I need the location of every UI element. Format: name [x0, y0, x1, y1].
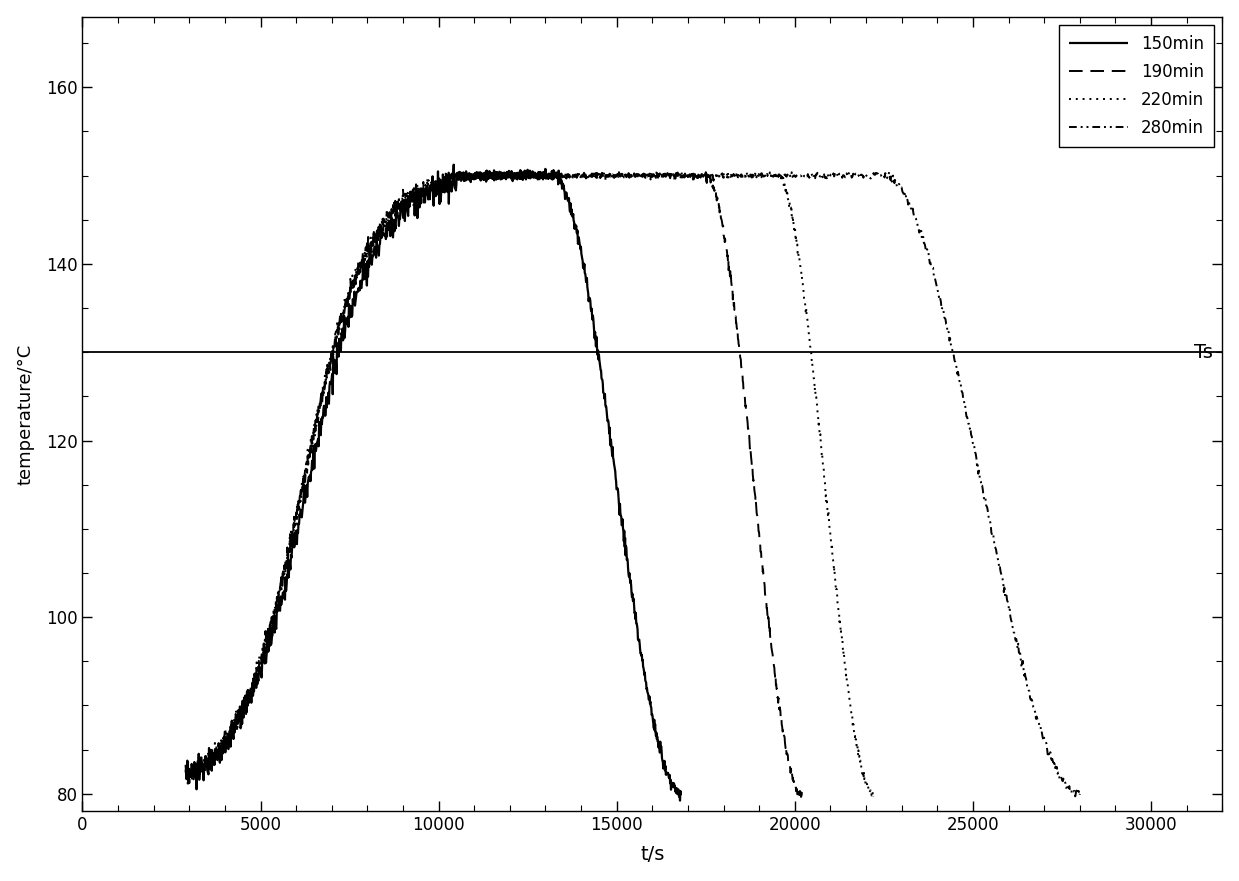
190min: [540, 169, 555, 180]
280min: [430, 181, 445, 192]
280min: [546, 170, 561, 181]
190min: [794, 787, 809, 797]
190min: [612, 167, 627, 177]
280min: [178, 773, 193, 783]
280min: [611, 168, 626, 179]
Line: 220min: 220min: [186, 172, 873, 796]
150min: [178, 759, 193, 770]
Line: 280min: 280min: [186, 172, 1080, 796]
220min: [178, 765, 193, 775]
Legend: 150min, 190min, 220min, 280min: 150min, 190min, 220min, 280min: [1059, 25, 1214, 147]
150min: [446, 159, 461, 170]
220min: [354, 255, 369, 266]
Text: Ts: Ts: [1194, 343, 1213, 362]
150min: [362, 244, 377, 255]
220min: [860, 778, 875, 788]
150min: [665, 781, 680, 791]
150min: [472, 170, 487, 181]
Y-axis label: temperature/°C: temperature/°C: [16, 344, 35, 485]
150min: [487, 175, 502, 186]
280min: [1068, 791, 1083, 802]
Line: 190min: 190min: [186, 172, 802, 797]
190min: [710, 192, 725, 203]
280min: [900, 195, 914, 205]
220min: [866, 791, 881, 802]
X-axis label: t/s: t/s: [641, 846, 664, 864]
Line: 150min: 150min: [186, 165, 681, 801]
190min: [178, 765, 193, 775]
190min: [354, 256, 369, 267]
280min: [1073, 788, 1088, 799]
190min: [794, 792, 809, 803]
190min: [502, 170, 517, 181]
280min: [458, 167, 473, 177]
150min: [560, 195, 575, 205]
150min: [674, 790, 689, 801]
220min: [781, 198, 795, 209]
220min: [430, 183, 445, 194]
190min: [788, 781, 803, 791]
190min: [430, 181, 445, 192]
150min: [440, 187, 455, 197]
220min: [674, 167, 689, 177]
220min: [567, 173, 582, 183]
150min: [673, 796, 688, 806]
280min: [354, 263, 369, 273]
280min: [1059, 782, 1074, 793]
220min: [519, 173, 534, 183]
